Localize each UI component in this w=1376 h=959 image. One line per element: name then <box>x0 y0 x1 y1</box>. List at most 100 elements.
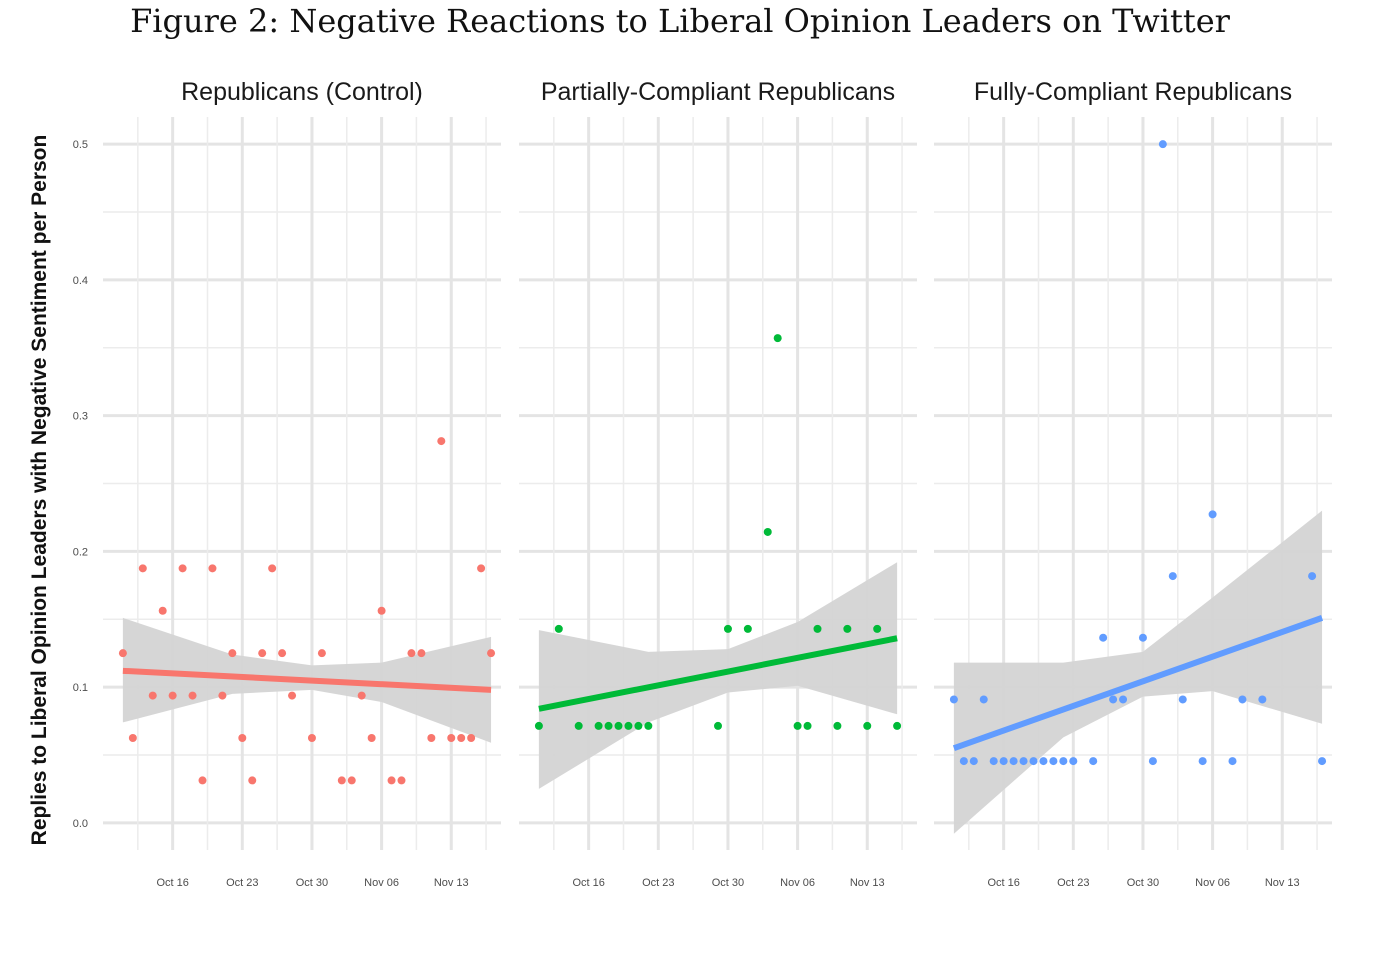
data-point <box>813 624 822 633</box>
data-point <box>644 721 653 730</box>
data-point <box>714 721 722 730</box>
data-point <box>594 721 603 730</box>
facet-title: Partially-Compliant Republicans <box>541 78 895 106</box>
regression-line <box>538 635 898 712</box>
data-point <box>457 734 466 743</box>
data-point <box>574 721 583 730</box>
data-point <box>208 564 217 573</box>
data-point <box>1039 757 1048 766</box>
data-point <box>1069 757 1078 766</box>
y-tick-label: 0.2 <box>73 546 88 558</box>
facet-panel: Fully-Compliant Republicans Oct 16 Oct 23 O… <box>934 78 1332 889</box>
data-point <box>228 649 237 658</box>
data-point <box>158 606 167 615</box>
data-point <box>407 649 416 658</box>
data-point <box>397 776 406 785</box>
data-point <box>198 776 207 785</box>
data-point <box>833 721 842 730</box>
data-point <box>1138 633 1147 642</box>
data-point <box>347 776 356 785</box>
x-tick-label: Oct 30 <box>712 877 744 889</box>
y-tick-label: 0.0 <box>73 818 88 830</box>
data-point <box>447 734 456 743</box>
data-point <box>843 624 852 633</box>
x-tick-label: Oct 30 <box>1127 877 1159 889</box>
data-point <box>793 721 802 730</box>
data-point <box>1049 757 1058 766</box>
data-point <box>1308 572 1317 581</box>
data-point <box>614 721 623 730</box>
data-point <box>1109 695 1118 704</box>
data-point <box>1089 757 1098 766</box>
data-point <box>1168 572 1177 581</box>
data-point <box>999 757 1008 766</box>
data-point <box>723 624 732 633</box>
y-tick-label: 0.5 <box>73 139 88 151</box>
data-point <box>317 649 326 658</box>
data-point <box>288 691 297 700</box>
data-point <box>1029 757 1038 766</box>
data-point <box>118 649 127 658</box>
x-tick-label: Nov 06 <box>364 877 399 889</box>
data-point <box>148 691 157 700</box>
data-point <box>128 734 137 743</box>
x-tick-label: Nov 13 <box>434 877 469 889</box>
data-point <box>604 721 613 730</box>
facet-title: Fully-Compliant Republicans <box>974 78 1292 106</box>
data-point <box>773 334 782 343</box>
data-point <box>238 734 247 743</box>
data-point <box>803 721 812 730</box>
data-point <box>1148 757 1157 766</box>
data-point <box>893 721 902 730</box>
data-point <box>534 721 543 730</box>
x-tick-label: Nov 06 <box>780 877 815 889</box>
regression-line <box>952 615 1324 752</box>
data-point <box>268 564 277 573</box>
x-tick-label: Oct 23 <box>226 877 258 889</box>
data-point <box>1238 695 1247 704</box>
x-tick-label: Nov 06 <box>1195 877 1230 889</box>
data-point <box>178 564 187 573</box>
y-tick-label: 0.4 <box>73 275 88 287</box>
data-point <box>959 757 968 766</box>
y-axis-label: Replies to Liberal Opinion Leaders with … <box>28 135 51 846</box>
data-point <box>138 564 147 573</box>
x-tick-label: Oct 30 <box>296 877 328 889</box>
data-point <box>1009 757 1018 766</box>
x-tick-label: Oct 23 <box>1057 877 1089 889</box>
data-point <box>218 691 227 700</box>
x-tick-label: Oct 16 <box>572 877 604 889</box>
data-point <box>969 757 978 766</box>
data-point <box>437 437 446 446</box>
facet-panel: Partially-Compliant Republicans Oct 16 Oct… <box>519 78 917 889</box>
data-point <box>248 776 257 785</box>
y-tick-label: 0.1 <box>73 682 88 694</box>
data-point <box>624 721 633 730</box>
x-tick-label: Oct 16 <box>987 877 1019 889</box>
data-point <box>1019 757 1028 766</box>
data-point <box>1208 510 1217 519</box>
data-point <box>989 757 998 766</box>
data-point <box>278 649 287 658</box>
y-tick-label: 0.3 <box>73 411 88 423</box>
data-point <box>1258 695 1267 704</box>
data-point <box>377 606 386 615</box>
data-point <box>554 624 563 633</box>
facets: Republicans (Control) Oct 16 Oct 23 Oct 30 N… <box>73 78 1332 889</box>
data-point <box>949 695 958 704</box>
data-point <box>763 527 772 536</box>
data-point <box>979 695 988 704</box>
data-point <box>1318 757 1327 766</box>
data-point <box>307 734 316 743</box>
x-tick-label: Oct 23 <box>642 877 674 889</box>
data-point <box>863 721 872 730</box>
facet-title: Republicans (Control) <box>181 78 423 106</box>
data-point <box>168 691 177 700</box>
confidence-ribbon <box>953 510 1323 834</box>
data-point <box>417 649 426 658</box>
data-point <box>357 691 366 700</box>
x-tick-label: Oct 16 <box>156 877 188 889</box>
facet-panel: Republicans (Control) Oct 16 Oct 23 Oct 30 N… <box>73 78 501 889</box>
data-point <box>1119 695 1128 704</box>
